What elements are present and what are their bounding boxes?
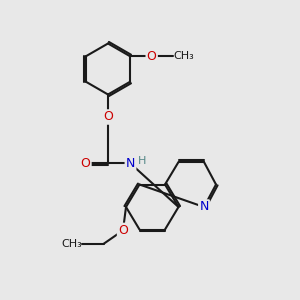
- Text: CH₃: CH₃: [61, 239, 82, 249]
- Text: CH₃: CH₃: [173, 51, 194, 61]
- Text: O: O: [147, 50, 157, 63]
- Text: N: N: [126, 157, 135, 170]
- Text: O: O: [81, 157, 90, 170]
- Text: N: N: [199, 200, 209, 214]
- Text: H: H: [138, 156, 146, 166]
- Text: O: O: [118, 224, 128, 237]
- Text: O: O: [103, 110, 113, 124]
